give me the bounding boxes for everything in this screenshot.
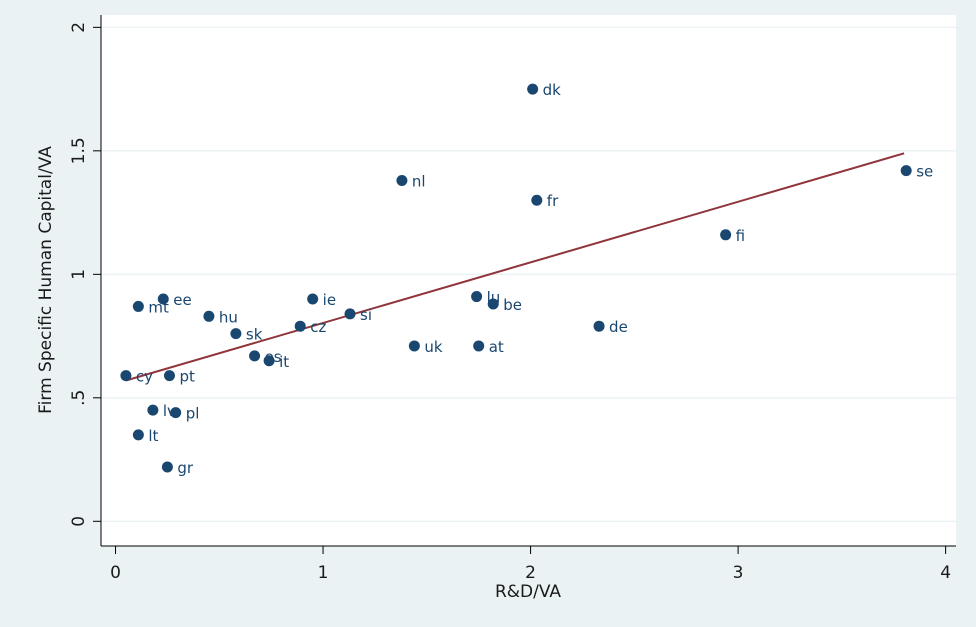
point-label-nl: nl xyxy=(412,172,426,190)
x-axis-title: R&D/VA xyxy=(495,582,561,602)
point-nl xyxy=(396,174,408,186)
plot-area xyxy=(101,15,956,546)
point-label-pt: pt xyxy=(179,368,195,386)
point-es xyxy=(249,350,261,362)
point-label-sk: sk xyxy=(246,326,263,344)
point-label-fi: fi xyxy=(736,227,745,245)
point-cy xyxy=(120,370,132,382)
point-label-de: de xyxy=(609,318,628,336)
point-label-hu: hu xyxy=(219,308,238,326)
x-tick-label: 1 xyxy=(318,563,329,583)
point-at xyxy=(473,340,485,352)
y-tick-label: 2 xyxy=(69,22,89,33)
point-label-lt: lt xyxy=(148,427,158,445)
point-gr xyxy=(161,461,173,473)
x-tick-label: 2 xyxy=(525,563,536,583)
point-dk xyxy=(527,83,539,95)
point-it xyxy=(263,355,275,367)
point-lv xyxy=(147,404,159,416)
point-pl xyxy=(170,407,182,419)
axis-ticks: 0 1 2 3 4 0 .5 1 1.5 2 xyxy=(69,22,951,583)
gridlines xyxy=(101,26,956,522)
y-tick-label: 1.5 xyxy=(69,137,89,164)
point-label-se: se xyxy=(916,163,933,181)
point-label-cz: cz xyxy=(310,318,326,336)
point-label-it: it xyxy=(279,353,289,371)
point-label-gr: gr xyxy=(177,459,194,477)
point-label-be: be xyxy=(503,296,522,314)
point-label-fr: fr xyxy=(547,192,559,210)
point-ie xyxy=(307,293,319,305)
point-hu xyxy=(203,310,215,322)
point-label-pl: pl xyxy=(186,405,200,423)
y-tick-label: .5 xyxy=(69,390,89,406)
point-lt xyxy=(132,429,144,441)
point-label-ee: ee xyxy=(173,291,191,309)
point-pt xyxy=(163,370,175,382)
point-fi xyxy=(720,229,732,241)
y-axis-title: Firm Specific Human Capital/VA xyxy=(36,146,56,414)
fit-line xyxy=(125,152,905,382)
y-tick-label: 1 xyxy=(69,269,89,280)
point-sk xyxy=(230,328,242,340)
point-label-mt: mt xyxy=(148,298,169,316)
point-label-ie: ie xyxy=(323,291,336,309)
x-tick-label: 4 xyxy=(940,563,951,583)
point-label-si: si xyxy=(360,306,372,324)
point-label-cy: cy xyxy=(136,368,153,386)
point-se xyxy=(900,165,912,177)
point-si xyxy=(344,308,356,320)
point-de xyxy=(593,320,605,332)
point-cz xyxy=(294,320,306,332)
point-label-uk: uk xyxy=(424,338,443,356)
point-be xyxy=(487,298,499,310)
point-label-dk: dk xyxy=(543,81,562,99)
point-ee xyxy=(157,293,169,305)
point-mt xyxy=(132,300,144,312)
x-tick-label: 0 xyxy=(110,563,121,583)
point-fr xyxy=(531,194,543,206)
y-tick-label: 0 xyxy=(69,516,89,527)
x-tick-label: 3 xyxy=(733,563,744,583)
point-uk xyxy=(408,340,420,352)
point-label-at: at xyxy=(489,338,504,356)
point-lu xyxy=(471,291,483,303)
